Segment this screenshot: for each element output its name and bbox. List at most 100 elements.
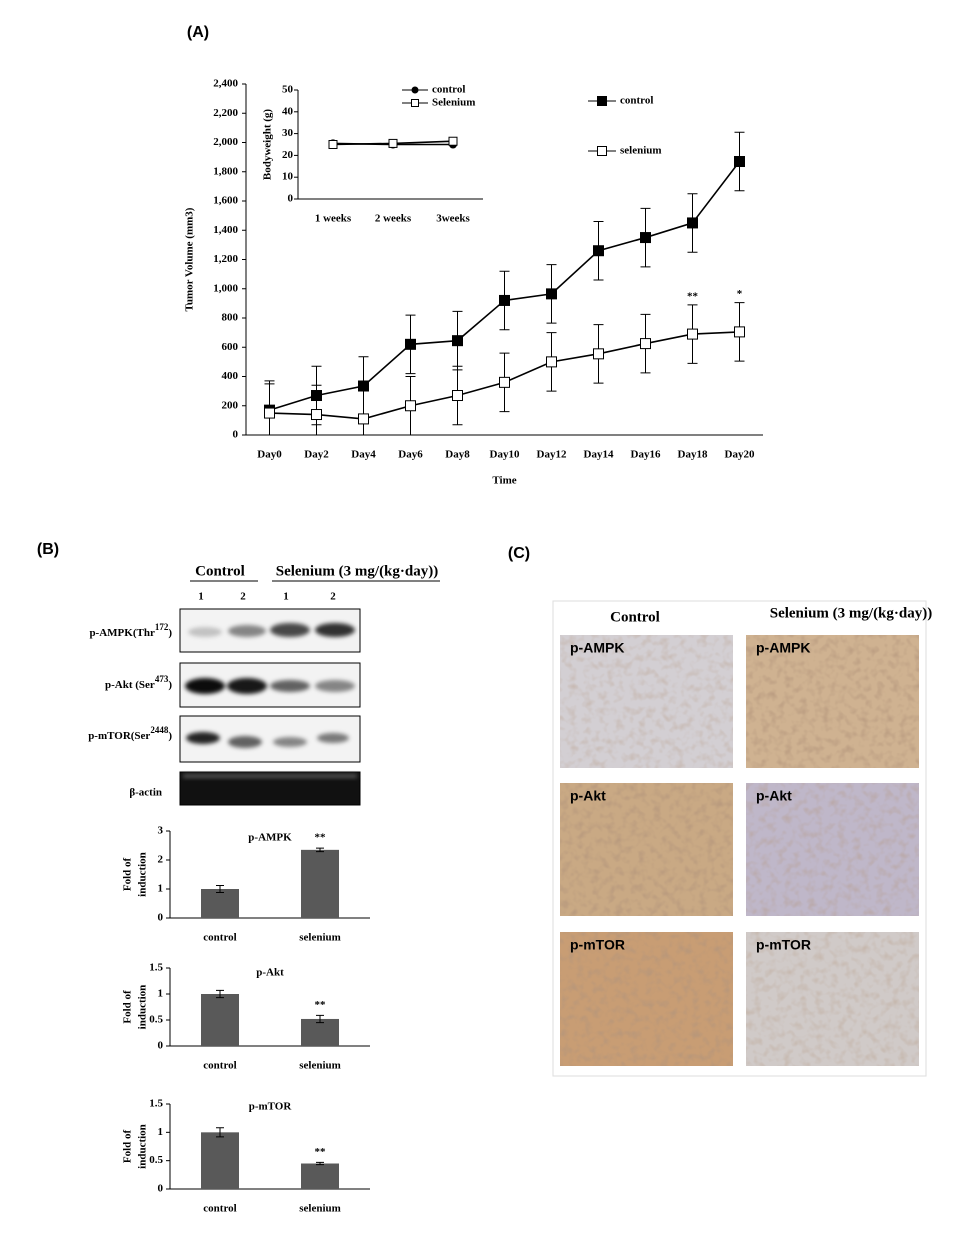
panel-label: (C) — [508, 545, 530, 562]
ihc-label: p-mTOR — [756, 937, 811, 953]
band — [185, 678, 225, 694]
x-tick-label: 2 weeks — [375, 213, 412, 225]
lane-label: 1 — [198, 591, 204, 603]
marker — [734, 156, 745, 168]
panel-label: (B) — [37, 541, 59, 558]
x-tick-label: selenium — [299, 932, 341, 944]
marker — [448, 136, 458, 146]
ihc-texture — [746, 932, 919, 1066]
y-tick-label: 50 — [282, 84, 294, 96]
ihc-label: p-mTOR — [570, 937, 625, 953]
x-tick-label: Day20 — [725, 449, 755, 461]
x-tick-label: control — [203, 932, 236, 944]
ihc-texture — [746, 783, 919, 916]
marker — [687, 217, 698, 229]
ihc-texture — [746, 635, 919, 768]
y-tick-label: 2 — [158, 854, 164, 866]
bar — [301, 849, 339, 918]
y-axis-title: Bodyweight (g) — [262, 109, 274, 181]
band — [270, 623, 310, 637]
band — [228, 736, 262, 748]
band — [270, 680, 310, 692]
blot-row-label: p-mTOR(Ser2448) — [88, 725, 172, 741]
x-tick-label: Day2 — [304, 449, 329, 461]
bar — [201, 1132, 239, 1189]
label-part: ) — [168, 627, 172, 639]
error-bar — [316, 1014, 324, 1024]
y-tick-label: 1,800 — [213, 165, 238, 177]
marker — [405, 400, 416, 412]
marker — [388, 138, 398, 148]
chart-title: p-AMPK — [248, 832, 292, 844]
bar — [201, 889, 239, 918]
x-tick-label: control — [203, 1203, 236, 1215]
blot-row-label: p-Akt (Ser473) — [105, 674, 172, 690]
y-tick-label: 2,000 — [213, 136, 238, 148]
band — [315, 680, 355, 692]
chart-title: p-Akt — [256, 967, 284, 979]
marker — [358, 413, 369, 425]
label-part: p-mTOR(Ser — [88, 730, 150, 742]
band — [273, 737, 307, 747]
legend-marker — [411, 86, 419, 94]
marker — [499, 294, 510, 306]
blot-row-label: β-actin — [129, 787, 162, 799]
y-axis-title: Fold of — [122, 990, 134, 1024]
legend-marker — [597, 96, 607, 106]
y-tick-label: 30 — [282, 127, 294, 139]
band — [188, 627, 222, 637]
marker — [546, 288, 557, 300]
x-tick-label: selenium — [299, 1203, 341, 1215]
y-tick-label: 0 — [158, 1040, 164, 1052]
marker — [452, 390, 463, 402]
y-tick-label: 1.5 — [149, 1098, 163, 1110]
bar — [201, 994, 239, 1046]
band — [228, 625, 266, 637]
marker — [311, 409, 322, 421]
x-tick-label: Day4 — [351, 449, 376, 461]
x-tick-label: control — [203, 1060, 236, 1072]
ihc-label: p-AMPK — [570, 640, 624, 656]
legend-label: control — [432, 84, 465, 96]
x-tick-label: Day16 — [631, 449, 661, 461]
y-tick-label: 3 — [158, 825, 164, 837]
ihc-label: p-AMPK — [756, 640, 810, 656]
y-tick-label: 0 — [233, 429, 239, 441]
label-part: ) — [168, 730, 172, 742]
y-tick-label: 10 — [282, 171, 294, 183]
ihc-frame — [552, 600, 927, 1077]
y-axis-title: induction — [137, 985, 149, 1030]
y-axis-title: Fold of — [122, 1130, 134, 1164]
y-tick-label: 1.5 — [149, 962, 163, 974]
blot-group: Selenium (3 mg/(kg·day)) — [276, 563, 439, 579]
marker — [328, 140, 338, 149]
y-axis-title: Fold of — [122, 858, 134, 892]
x-tick-label: Day0 — [257, 449, 282, 461]
annotation: ** — [687, 290, 699, 302]
label-part: p-Akt (Ser — [105, 679, 155, 691]
y-tick-label: 0.5 — [149, 1154, 163, 1166]
annotation: ** — [315, 1146, 327, 1158]
marker — [593, 348, 604, 360]
y-tick-label: 2,400 — [213, 78, 238, 90]
marker — [311, 390, 322, 402]
band — [317, 733, 349, 743]
legend-label: selenium — [620, 145, 662, 157]
ihc-label: p-Akt — [570, 788, 606, 804]
ihc-texture — [560, 932, 733, 1066]
marker — [358, 380, 369, 392]
marker — [687, 328, 698, 340]
ihc-column: Control — [610, 609, 660, 625]
y-tick-label: 0 — [158, 1183, 164, 1195]
y-tick-label: 400 — [222, 370, 239, 382]
x-tick-label: 1 weeks — [315, 213, 352, 225]
y-tick-label: 1,200 — [213, 253, 238, 265]
band — [315, 623, 355, 637]
y-tick-label: 800 — [222, 312, 239, 324]
y-tick-label: 200 — [222, 399, 239, 411]
x-tick-label: Day14 — [584, 449, 614, 461]
y-axis-title: induction — [137, 1124, 149, 1169]
annotation: ** — [315, 832, 327, 844]
blot-group: Control — [195, 563, 245, 579]
